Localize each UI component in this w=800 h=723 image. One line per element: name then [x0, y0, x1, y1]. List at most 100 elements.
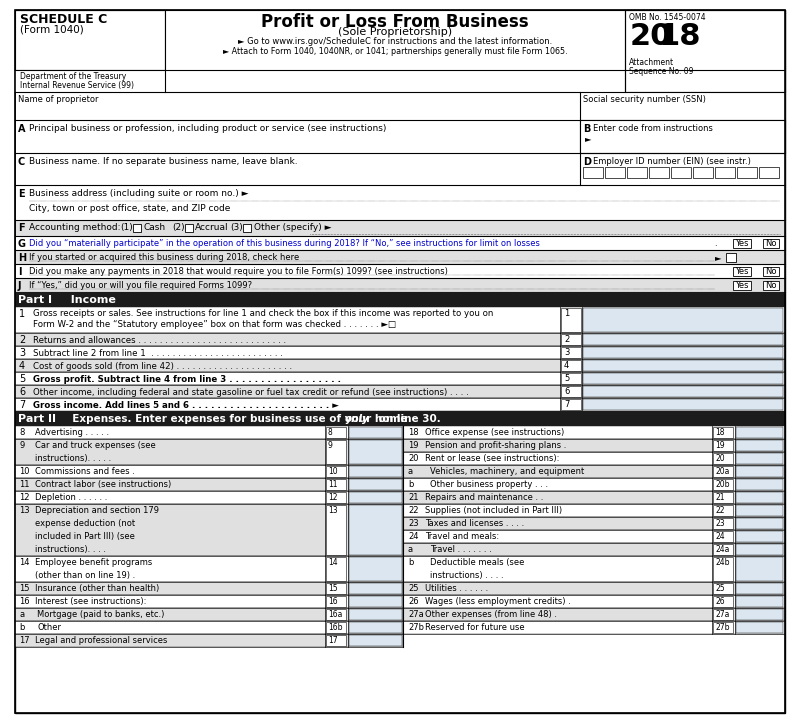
- Text: included in Part III) (see: included in Part III) (see: [35, 532, 135, 541]
- Text: Employer ID number (EIN) (see instr.): Employer ID number (EIN) (see instr.): [593, 157, 751, 166]
- Bar: [15, 120, 785, 153]
- Bar: [713, 531, 733, 542]
- Bar: [15, 478, 403, 491]
- Text: 20b: 20b: [715, 480, 730, 489]
- Bar: [349, 427, 402, 438]
- Text: 24: 24: [408, 532, 418, 541]
- Bar: [403, 543, 785, 556]
- Text: 10: 10: [19, 467, 30, 476]
- Text: 13: 13: [328, 506, 338, 515]
- Bar: [15, 465, 403, 478]
- Bar: [625, 132, 649, 143]
- Bar: [736, 505, 783, 516]
- Bar: [713, 440, 733, 451]
- Bar: [349, 479, 402, 490]
- Bar: [706, 132, 730, 143]
- Bar: [763, 281, 779, 290]
- Text: Commissions and fees .: Commissions and fees .: [35, 467, 135, 476]
- Bar: [627, 167, 647, 178]
- Text: 25: 25: [715, 584, 725, 593]
- Text: 15: 15: [19, 584, 30, 593]
- Bar: [583, 347, 783, 358]
- Text: 20: 20: [408, 454, 418, 463]
- Text: ►: ►: [585, 134, 591, 143]
- Text: 18: 18: [715, 428, 725, 437]
- Text: Other income, including federal and state gasoline or fuel tax credit or refund : Other income, including federal and stat…: [33, 388, 469, 397]
- Bar: [736, 427, 783, 438]
- Bar: [15, 426, 403, 439]
- Bar: [403, 517, 785, 530]
- Text: 27b: 27b: [715, 623, 730, 632]
- Text: Pension and profit-sharing plans .: Pension and profit-sharing plans .: [425, 441, 566, 450]
- Text: No: No: [765, 239, 777, 248]
- Text: Rent or lease (see instructions):: Rent or lease (see instructions):: [425, 454, 559, 463]
- Bar: [15, 346, 785, 359]
- Bar: [349, 583, 402, 594]
- Text: 11: 11: [19, 480, 30, 489]
- Text: J: J: [18, 281, 22, 291]
- Text: 16: 16: [19, 597, 30, 606]
- Bar: [403, 465, 785, 478]
- Bar: [736, 453, 783, 464]
- Text: (1): (1): [120, 223, 133, 232]
- Bar: [15, 153, 785, 185]
- Text: OMB No. 1545-0074: OMB No. 1545-0074: [629, 13, 706, 22]
- Bar: [349, 609, 402, 620]
- Bar: [403, 452, 785, 465]
- Bar: [185, 224, 193, 232]
- Bar: [561, 399, 581, 410]
- Bar: [349, 622, 402, 633]
- Bar: [736, 492, 783, 503]
- Text: Car and truck expenses (see: Car and truck expenses (see: [35, 441, 156, 450]
- Text: (2): (2): [172, 223, 185, 232]
- Text: expense deduction (not: expense deduction (not: [35, 519, 135, 528]
- Text: 7: 7: [19, 400, 26, 410]
- Text: Taxes and licenses . . . .: Taxes and licenses . . . .: [425, 519, 524, 528]
- Bar: [713, 596, 733, 607]
- Text: 9: 9: [19, 441, 24, 450]
- Text: 14: 14: [19, 558, 30, 567]
- Text: Legal and professional services: Legal and professional services: [35, 636, 167, 645]
- Text: Accounting method:: Accounting method:: [29, 223, 121, 232]
- Text: SCHEDULE C: SCHEDULE C: [20, 13, 107, 26]
- Bar: [403, 595, 785, 608]
- Text: 7: 7: [564, 400, 570, 409]
- Bar: [326, 609, 346, 620]
- Text: Did you make any payments in 2018 that would require you to file Form(s) 1099? (: Did you make any payments in 2018 that w…: [29, 267, 448, 276]
- Bar: [733, 267, 751, 276]
- Text: Internal Revenue Service (99): Internal Revenue Service (99): [20, 81, 134, 90]
- Text: instructions). . . . .: instructions). . . . .: [35, 454, 111, 463]
- Bar: [693, 167, 713, 178]
- Bar: [561, 386, 581, 397]
- Bar: [326, 557, 346, 581]
- Bar: [403, 491, 785, 504]
- Text: Business address (including suite or room no.) ►: Business address (including suite or roo…: [29, 189, 249, 198]
- Bar: [15, 236, 785, 250]
- Bar: [736, 557, 783, 581]
- Bar: [652, 132, 676, 143]
- Bar: [561, 308, 581, 332]
- Bar: [713, 505, 733, 516]
- Text: Reserved for future use: Reserved for future use: [425, 623, 525, 632]
- Text: Subtract line 2 from line 1  . . . . . . . . . . . . . . . . . . . . . . . . .: Subtract line 2 from line 1 . . . . . . …: [33, 349, 283, 358]
- Bar: [326, 596, 346, 607]
- Bar: [736, 479, 783, 490]
- Text: 12: 12: [328, 493, 338, 502]
- Text: 23: 23: [408, 519, 418, 528]
- Text: 1: 1: [564, 309, 570, 318]
- Bar: [737, 167, 757, 178]
- Bar: [713, 544, 733, 555]
- Text: 26: 26: [408, 597, 418, 606]
- Bar: [713, 466, 733, 477]
- Bar: [15, 307, 785, 333]
- Text: 10: 10: [328, 467, 338, 476]
- Bar: [649, 167, 669, 178]
- Bar: [763, 239, 779, 248]
- Text: City, town or post office, state, and ZIP code: City, town or post office, state, and ZI…: [29, 204, 230, 213]
- Text: C: C: [18, 157, 26, 167]
- Text: Did you “materially participate” in the operation of this business during 2018? : Did you “materially participate” in the …: [29, 239, 540, 248]
- Bar: [326, 427, 346, 438]
- Bar: [326, 635, 346, 646]
- Bar: [583, 334, 783, 345]
- Bar: [736, 440, 783, 451]
